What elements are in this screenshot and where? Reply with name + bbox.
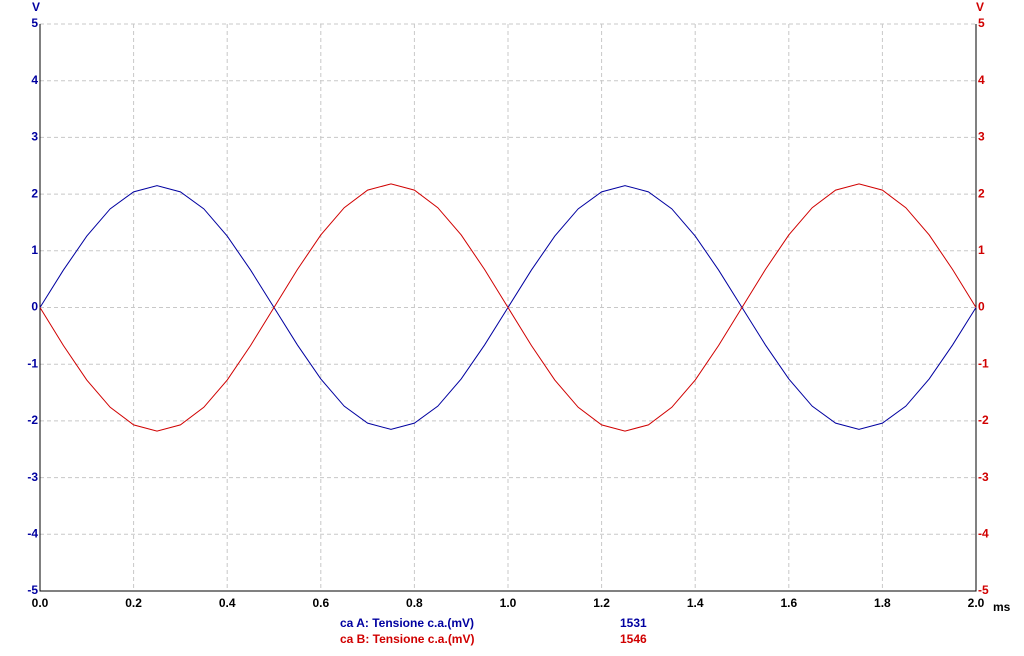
x-tick-label: 1.0 <box>500 596 517 610</box>
y-tick-label: 4 <box>31 73 38 87</box>
y-axis-label: V <box>32 0 40 14</box>
y-tick-label: -4 <box>27 526 38 540</box>
y2-tick-label: 1 <box>978 243 985 257</box>
y-tick-label: 1 <box>31 243 38 257</box>
y2-tick-label: 0 <box>978 300 985 314</box>
legend-readout: 1546 <box>620 632 647 646</box>
y-tick-label: 0 <box>31 300 38 314</box>
y-tick-label: 2 <box>31 186 38 200</box>
y2-tick-label: -1 <box>978 356 989 370</box>
y2-axis-label: V <box>976 0 984 14</box>
x-tick-label: 1.2 <box>593 596 610 610</box>
series-line <box>39 183 977 432</box>
y2-tick-label: -3 <box>978 470 989 484</box>
y-tick-label: -3 <box>27 470 38 484</box>
legend-readout: 1531 <box>620 616 647 630</box>
x-tick-label: 2.0 <box>968 596 985 610</box>
y-tick-label: -5 <box>27 583 38 597</box>
y-tick-label: 3 <box>31 130 38 144</box>
y2-tick-label: -4 <box>978 526 989 540</box>
y2-tick-label: -2 <box>978 413 989 427</box>
x-tick-label: 0.8 <box>406 596 423 610</box>
x-tick-label: 0.2 <box>125 596 142 610</box>
y2-tick-label: 4 <box>978 73 985 87</box>
x-axis-label: ms <box>993 600 1011 614</box>
y2-tick-label: 5 <box>978 16 985 30</box>
y-tick-label: -1 <box>27 356 38 370</box>
x-tick-label: 0.0 <box>32 596 49 610</box>
x-tick-label: 1.4 <box>687 596 704 610</box>
y-tick-label: -2 <box>27 413 38 427</box>
x-tick-label: 0.6 <box>312 596 329 610</box>
y2-tick-label: 3 <box>978 130 985 144</box>
x-tick-label: 1.6 <box>780 596 797 610</box>
y2-tick-label: -5 <box>978 583 989 597</box>
y-tick-label: 5 <box>31 16 38 30</box>
legend-label: ca B: Tensione c.a.(mV) <box>340 632 474 646</box>
y2-tick-label: 2 <box>978 186 985 200</box>
x-tick-label: 1.8 <box>874 596 891 610</box>
x-tick-label: 0.4 <box>219 596 236 610</box>
legend-label: ca A: Tensione c.a.(mV) <box>340 616 474 630</box>
